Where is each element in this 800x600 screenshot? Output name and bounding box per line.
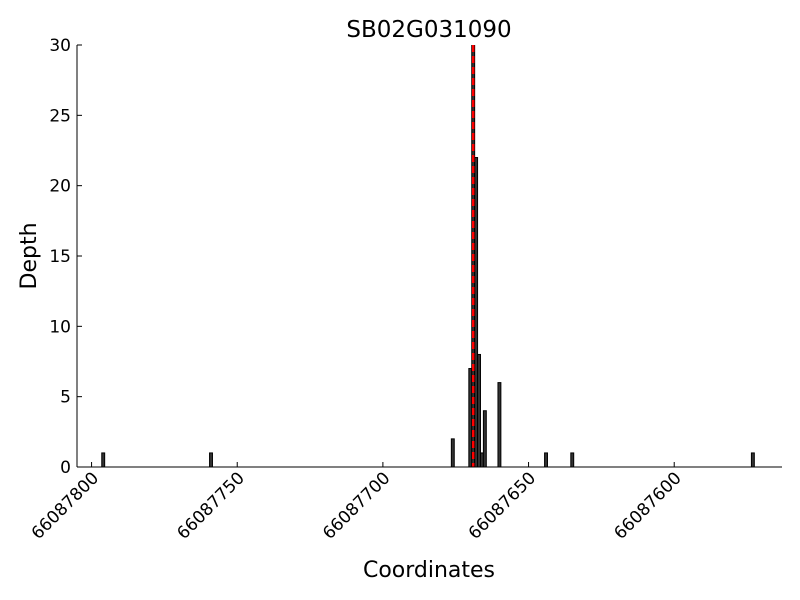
x-tick-label: 66087700 xyxy=(319,468,394,543)
chart-title: SB02G031090 xyxy=(346,17,511,43)
y-tick-label: 5 xyxy=(60,388,71,408)
bar xyxy=(570,452,575,468)
plot-area xyxy=(101,45,755,468)
bar xyxy=(209,452,213,468)
x-axis-label: Coordinates xyxy=(363,558,495,583)
bar xyxy=(101,452,106,468)
bar xyxy=(477,353,481,468)
bar xyxy=(450,438,455,468)
y-tick-label: 10 xyxy=(49,317,71,337)
y-tick-label: 15 xyxy=(49,247,71,267)
x-tick-label: 66087600 xyxy=(610,468,685,543)
y-axis-label: Depth xyxy=(17,222,42,289)
y-tick-label: 20 xyxy=(49,177,71,197)
y-tick-label: 25 xyxy=(49,106,71,126)
x-tick-label: 66087750 xyxy=(173,468,248,543)
bar xyxy=(482,410,487,468)
bar xyxy=(750,452,755,468)
bar xyxy=(544,452,548,468)
y-tick-label: 0 xyxy=(60,458,71,478)
y-tick-label: 30 xyxy=(49,36,71,56)
bar xyxy=(497,382,502,468)
x-tick-label: 66087650 xyxy=(465,468,540,543)
x-tick-label: 66087800 xyxy=(28,468,103,543)
